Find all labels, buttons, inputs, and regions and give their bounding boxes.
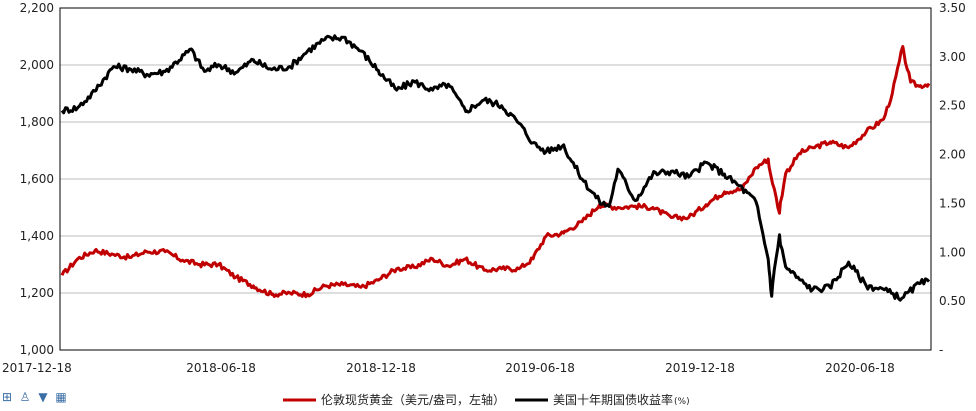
- x-tick-label: 2020-06-18: [825, 361, 895, 375]
- left-tick-label: 1,200: [20, 286, 54, 300]
- toolbar: ⊞ ♙ ▼ ▦: [0, 390, 68, 404]
- legend: 伦敦现货黄金（美元/盎司，左轴） 美国十年期国债收益率 (%): [283, 392, 690, 407]
- right-tick-label: 2.50: [939, 99, 966, 113]
- plot-frame: [59, 7, 932, 351]
- x-tick-label: 2019-06-18: [505, 361, 575, 375]
- shirt-icon[interactable]: ▼: [38, 390, 48, 404]
- gold-price-line: [60, 45, 931, 299]
- right-tick-label: 1.50: [939, 196, 966, 210]
- x-axis-ticks: 2017-12-18 2018-06-18 2018-12-18 2019-06-18…: [2, 361, 895, 375]
- legend-label-yield: 美国十年期国债收益率: [553, 392, 673, 407]
- right-tick-label: 0.50: [939, 294, 966, 308]
- left-tick-label: 1,800: [20, 115, 54, 129]
- x-tick-label: 2018-12-18: [346, 361, 416, 375]
- right-axis-ticks: - 0.50 1.00 1.50 2.00 2.50 3.00 3.50: [939, 1, 966, 357]
- table-icon[interactable]: ⊞: [1, 390, 13, 404]
- treasury-yield-line: [60, 34, 931, 302]
- x-tick-label: 2019-12-18: [665, 361, 735, 375]
- right-tick-label: 3.50: [939, 1, 966, 15]
- left-tick-label: 1,000: [20, 343, 54, 357]
- x-tick-label: 2018-06-18: [186, 361, 256, 375]
- grid-icon[interactable]: ▦: [55, 390, 67, 404]
- grid-lines: [60, 64, 931, 294]
- left-tick-label: 2,000: [20, 58, 54, 72]
- left-tick-label: 1,600: [20, 172, 54, 186]
- left-tick-label: 2,200: [20, 1, 54, 15]
- left-axis-ticks: 1,000 1,200 1,400 1,600 1,800 2,000 2,200: [20, 1, 54, 357]
- legend-label-gold: 伦敦现货黄金（美元/盎司，左轴）: [321, 392, 505, 407]
- series-lines: [60, 34, 931, 302]
- right-tick-label: 2.00: [939, 148, 966, 162]
- right-tick-label: -: [939, 343, 943, 357]
- legend-unit-yield: (%): [674, 397, 690, 407]
- left-tick-label: 1,400: [20, 229, 54, 243]
- right-tick-label: 1.00: [939, 245, 966, 259]
- user-icon[interactable]: ♙: [19, 390, 31, 404]
- x-tick-label: 2017-12-18: [2, 361, 72, 375]
- right-tick-label: 3.00: [939, 50, 966, 64]
